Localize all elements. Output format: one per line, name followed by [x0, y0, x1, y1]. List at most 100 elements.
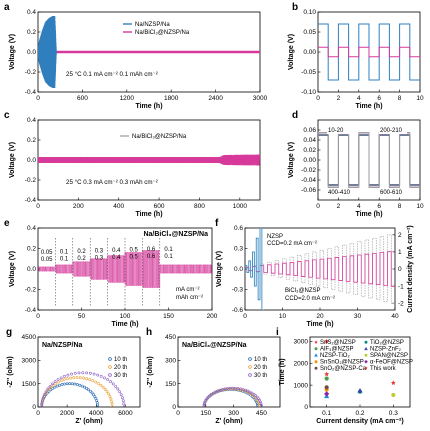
series-line-d-3 — [318, 132, 420, 188]
legend-label-h: 20 th — [254, 365, 267, 371]
y-tick-label-a: -0.4 — [25, 89, 37, 96]
nyquist-point-h — [252, 394, 256, 398]
nyquist-point-g — [41, 396, 45, 400]
y-tick-label-d: -0.04 — [301, 177, 316, 184]
nyquist-point-h — [257, 402, 261, 406]
x-axis-label-i: Current density (mA cm⁻²) — [316, 418, 403, 425]
x-axis-label-h: Z' (ohm) — [215, 418, 242, 425]
y-tick-label-c: 0.0 — [27, 157, 36, 164]
x-tick-label-c: 400 — [113, 203, 124, 210]
nyquist-point-g — [56, 380, 60, 384]
series-line-e — [38, 250, 212, 288]
x-tick-label-g: 0 — [36, 410, 40, 417]
nyquist-point-h — [259, 403, 263, 407]
nyquist-point-g — [78, 383, 82, 387]
panel-title-g: Na/NZSP/Na — [42, 342, 83, 349]
x-tick-label-b: 8 — [398, 95, 402, 102]
series-line-NZSP-f — [245, 228, 264, 310]
label-NZSP-f: NZSP — [267, 234, 283, 240]
x-tick-label-a: 3000 — [253, 95, 268, 102]
x-tick-label-i: 0.1 — [322, 410, 331, 417]
legend-bg-d — [327, 188, 355, 196]
legend-marker-g — [108, 373, 112, 377]
panel-title-e: Na/BiCl₃@NZSP/Na — [143, 231, 208, 238]
series-line-c — [38, 154, 260, 166]
y-axis-label-i: Time (h) — [279, 358, 286, 385]
step-label-bottom-e: 0.05 — [41, 257, 53, 263]
legend-label-c: Na/BiCl₃@NZSP/Na — [132, 134, 187, 140]
x-tick-label-g: 6000 — [118, 410, 133, 417]
nyquist-point-g — [101, 385, 105, 389]
series-line-BiCl3-a — [38, 50, 260, 54]
nyquist-point-h — [208, 394, 212, 398]
nyquist-point-g — [60, 383, 64, 386]
step-label-bottom-e: 0.1 — [60, 257, 69, 263]
x-tick-label-a: 1800 — [164, 95, 179, 102]
nyquist-point-h — [217, 389, 221, 393]
legend-label-a: Na/BiCl₃@NZSP/Na — [135, 30, 190, 36]
nyquist-point-g — [103, 376, 106, 380]
y2-tick-label-f: 1 — [398, 249, 402, 256]
nyquist-point-g — [85, 386, 88, 390]
x-tick-label-b: 6 — [377, 95, 381, 102]
x-tick-label-a: 2400 — [208, 95, 223, 102]
x-tick-label-d: 2 — [337, 203, 341, 210]
nyquist-point-g — [59, 379, 63, 383]
y-tick-label-d: 0.02 — [303, 147, 316, 154]
nyquist-point-g — [121, 399, 125, 403]
legend-marker-i — [314, 360, 318, 364]
nyquist-point-h — [258, 405, 261, 407]
nyquist-point-g — [53, 385, 57, 389]
nyquist-point-g — [110, 402, 114, 406]
nyquist-point-h — [210, 392, 213, 396]
nyquist-point-g — [59, 376, 63, 380]
y-tick-label-h: 0 — [172, 404, 176, 411]
legend-marker-i — [314, 353, 318, 357]
legend-marker-g — [108, 365, 112, 369]
legend-marker-i — [364, 346, 368, 351]
data-point-i — [324, 338, 330, 344]
legend-marker-h — [248, 357, 252, 361]
nyquist-point-g — [88, 371, 92, 375]
x-tick-label-d: 4 — [357, 203, 361, 210]
y-axis-label-b: Voltage (V) — [288, 34, 295, 70]
panel-label-a: a — [4, 2, 10, 13]
x-tick-label-c: 0 — [36, 203, 40, 210]
nyquist-point-h — [248, 390, 252, 394]
nyquist-point-g — [91, 379, 95, 383]
ccd-BiCl3-f: CCD=2.0 mA cm⁻² — [285, 296, 335, 302]
legend-label-i: AlF₃@NZSP — [320, 347, 354, 353]
nyquist-point-h — [241, 388, 245, 391]
nyquist-point-g — [87, 388, 90, 392]
nyquist-point-h — [213, 390, 217, 394]
y-tick-label-g: 0 — [32, 404, 36, 411]
nyquist-point-h — [259, 402, 263, 405]
nyquist-point-g — [58, 383, 61, 387]
x-tick-label-c: 800 — [194, 203, 205, 210]
legend-label-a: Na/NZSP/Na — [135, 22, 170, 28]
nyquist-point-h — [258, 400, 262, 404]
y-tick-label-f: 0.3 — [234, 246, 243, 253]
data-point-i — [324, 385, 329, 390]
panel-label-g: g — [6, 327, 12, 338]
legend-label-i: SPAN@NZSP — [370, 353, 408, 359]
nyquist-point-g — [118, 390, 122, 394]
nyquist-point-g — [106, 378, 110, 382]
legend-label-i: This work — [370, 366, 397, 372]
nyquist-point-g — [70, 372, 73, 376]
step-label-bottom-e: 0.1 — [164, 254, 173, 260]
y2-tick-label-f: 0 — [398, 266, 402, 273]
step-label-top-e: 0.2 — [77, 249, 86, 255]
y-tick-label-e: 0.4 — [27, 225, 36, 232]
nyquist-point-g — [55, 384, 59, 388]
nyquist-point-h — [206, 395, 210, 399]
y-tick-label-g: 3000 — [22, 358, 37, 365]
legend-bg-d — [327, 126, 355, 134]
x-tick-label-c: 1000 — [233, 203, 248, 210]
nyquist-point-h — [250, 391, 254, 395]
x-tick-label-e: 200 — [207, 313, 218, 320]
x-tick-label-b: 10 — [416, 95, 424, 102]
legend-marker-i — [364, 359, 368, 364]
x-axis-label-g: Z' (ohm) — [75, 418, 102, 425]
